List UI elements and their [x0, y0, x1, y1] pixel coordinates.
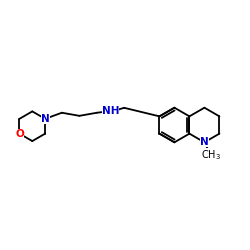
- Text: CH$_3$: CH$_3$: [200, 148, 220, 162]
- Text: NH: NH: [102, 106, 119, 117]
- Text: N: N: [200, 137, 209, 147]
- Text: O: O: [15, 129, 24, 139]
- Text: N: N: [41, 114, 50, 124]
